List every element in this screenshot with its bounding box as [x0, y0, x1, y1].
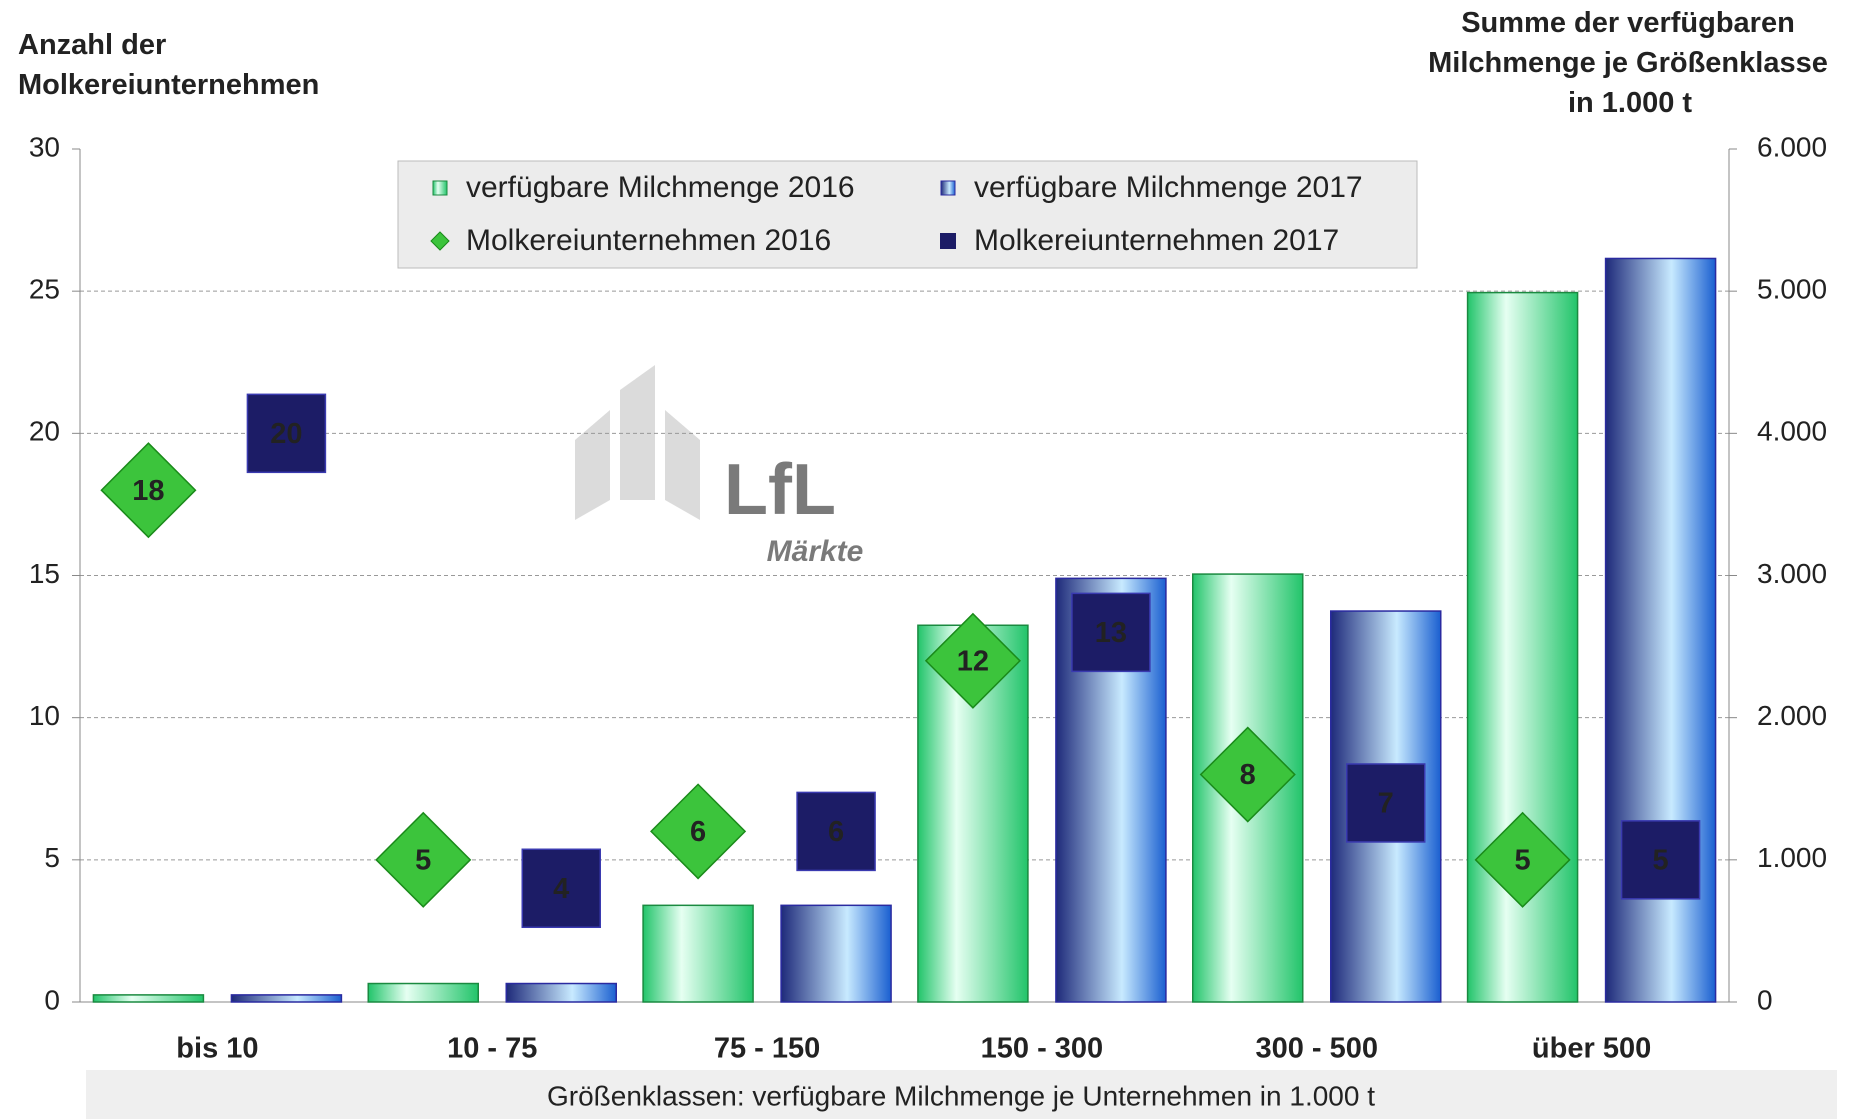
marker: [796, 791, 876, 872]
marker: [521, 848, 601, 929]
marker: [100, 442, 197, 539]
legend-label: verfügbare Milchmenge 2017: [974, 171, 1363, 204]
marker: [375, 811, 472, 908]
marker: [650, 783, 747, 880]
x-title-box: [86, 1070, 1837, 1119]
data-label: 6: [828, 816, 844, 848]
x-title: Größenklassen: verfügbare Milchmenge je …: [547, 1080, 1375, 1111]
bar: [780, 904, 892, 1003]
y-tick-label: 30: [29, 131, 60, 162]
marker: [246, 393, 327, 474]
y-tick-label: 15: [29, 558, 60, 589]
data-label: 18: [132, 475, 164, 507]
y2-title: Summe der verfügbaren Milchmenge je Größe…: [1428, 7, 1828, 119]
data-label: 6: [690, 816, 706, 848]
y-tick-label: 0: [44, 984, 60, 1015]
x-tick-label: bis 10: [176, 1033, 258, 1065]
watermark-sub: Märkte: [767, 535, 864, 568]
data-label: 7: [1378, 788, 1394, 820]
marker: [1474, 811, 1571, 908]
data-label: 5: [1515, 844, 1531, 876]
data-label: 20: [270, 418, 302, 450]
y2-tick-label: 4.000: [1757, 416, 1827, 447]
legend-box: [397, 160, 1418, 269]
y-tick-label: 25: [29, 274, 60, 305]
data-label: 13: [1095, 617, 1127, 649]
data-label: 4: [553, 873, 569, 905]
x-tick-label: 150 - 300: [981, 1033, 1104, 1065]
y-tick-label: 20: [29, 416, 60, 447]
y2-tick-label: 1.000: [1757, 842, 1827, 873]
watermark: [575, 365, 700, 520]
data-label: 5: [1653, 844, 1669, 876]
y2-tick-label: 5.000: [1757, 274, 1827, 305]
marker: [1199, 726, 1296, 823]
legend-label: Molkereiunternehmen 2016: [466, 224, 831, 257]
data-label: 5: [415, 844, 431, 876]
y-title: Anzahl der Molkereiunternehmen: [18, 29, 319, 101]
bar: [505, 982, 617, 1003]
bar: [230, 994, 343, 1003]
legend-label: Molkereiunternehmen 2017: [974, 224, 1339, 257]
y2-tick-label: 2.000: [1757, 700, 1827, 731]
bar: [92, 994, 205, 1003]
bar: [367, 982, 479, 1003]
x-tick-label: 10 - 75: [447, 1033, 537, 1065]
marker: [1346, 763, 1426, 843]
marker: [1071, 592, 1151, 673]
y2-tick-label: 0: [1757, 984, 1773, 1015]
bar: [642, 904, 754, 1003]
data-label: 12: [957, 645, 989, 677]
y-tick-label: 10: [29, 700, 60, 731]
data-label: 8: [1240, 759, 1256, 791]
x-tick-label: 300 - 500: [1255, 1033, 1378, 1065]
legend-swatch: [940, 180, 956, 196]
legend-swatch: [432, 180, 448, 196]
legend-swatch: [430, 231, 450, 251]
y2-tick-label: 3.000: [1757, 558, 1827, 589]
legend-label: verfügbare Milchmenge 2016: [466, 171, 855, 204]
x-tick-label: 75 - 150: [714, 1033, 820, 1065]
marker: [1620, 820, 1701, 900]
y2-tick-label: 6.000: [1757, 131, 1827, 162]
x-tick-label: über 500: [1532, 1033, 1651, 1065]
watermark-text: LfL: [724, 450, 836, 530]
y-tick-label: 5: [44, 842, 60, 873]
marker: [924, 612, 1021, 709]
legend-swatch: [940, 233, 956, 249]
